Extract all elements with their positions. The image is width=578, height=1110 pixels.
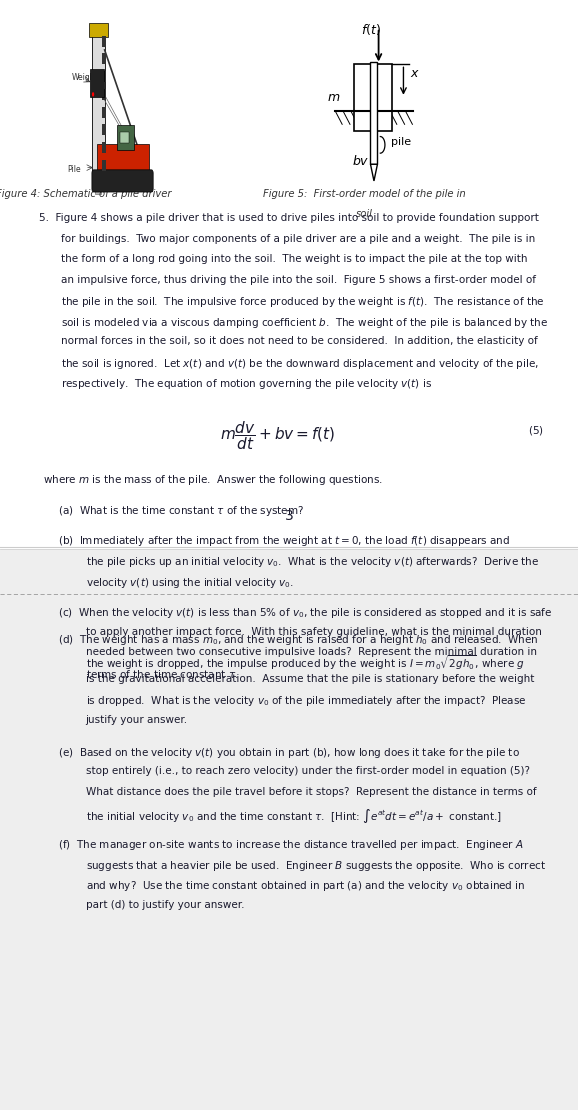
Bar <box>0 549 578 1110</box>
Text: velocity $v(t)$ using the initial velocity $v_0$.: velocity $v(t)$ using the initial veloci… <box>86 575 294 589</box>
Bar <box>102 89 106 100</box>
Text: What distance does the pile travel before it stops?  Represent the distance in t: What distance does the pile travel befor… <box>86 787 536 797</box>
Text: 3: 3 <box>284 509 294 523</box>
Text: (d)  The weight has a mass $m_0$, and the weight is raised for a height $h_0$ an: (d) The weight has a mass $m_0$, and the… <box>58 633 538 647</box>
Text: 5.  Figure 4 shows a pile driver that is used to drive piles into soil to provid: 5. Figure 4 shows a pile driver that is … <box>39 213 539 223</box>
Text: soil is modeled via a viscous damping coefficient $b$.  The weight of the pile i: soil is modeled via a viscous damping co… <box>61 315 548 330</box>
Text: where $m$ is the mass of the pile.  Answer the following questions.: where $m$ is the mass of the pile. Answe… <box>43 473 383 487</box>
Text: (c)  When the velocity $v(t)$ is less than 5% of $v_0$, the pile is considered a: (c) When the velocity $v(t)$ is less tha… <box>58 606 552 620</box>
Text: Weight: Weight <box>72 73 98 82</box>
Bar <box>97 144 149 172</box>
Text: $bv$: $bv$ <box>352 154 369 168</box>
Bar <box>102 71 106 82</box>
Bar <box>102 142 106 153</box>
Text: to apply another impact force.  With this safety guideline, what is the minimal : to apply another impact force. With this… <box>86 627 542 637</box>
Bar <box>90 69 104 98</box>
Text: $x$: $x$ <box>410 67 420 80</box>
Text: normal forces in the soil, so it does not need to be considered.  In addition, t: normal forces in the soil, so it does no… <box>61 336 538 346</box>
Text: $(5)$: $(5)$ <box>528 424 543 437</box>
Bar <box>370 62 377 164</box>
Polygon shape <box>370 164 377 181</box>
Text: needed between two consecutive impulsive loads?  Represent the minimal duration : needed between two consecutive impulsive… <box>86 647 536 657</box>
Bar <box>102 160 106 171</box>
Text: the form of a long rod going into the soil.  The weight is to impact the pile at: the form of a long rod going into the so… <box>61 254 527 264</box>
Text: part (d) to justify your answer.: part (d) to justify your answer. <box>86 900 244 910</box>
Text: (b)  Immediately after the impact from the weight at $t = 0$, the load $f(t)$ di: (b) Immediately after the impact from th… <box>58 534 510 548</box>
Bar <box>92 28 105 189</box>
Text: terms of the time constant $\tau$.: terms of the time constant $\tau$. <box>86 668 238 680</box>
FancyBboxPatch shape <box>92 170 153 192</box>
Text: soil: soil <box>355 209 373 219</box>
Text: Pile: Pile <box>68 165 81 174</box>
Text: and why?  Use the time constant obtained in part (a) and the velocity $v_0$ obta: and why? Use the time constant obtained … <box>86 879 525 894</box>
Text: the weight is dropped, the impulse produced by the weight is $I = m_0\sqrt{2gh_0: the weight is dropped, the impulse produ… <box>86 653 525 672</box>
Bar <box>102 53 106 64</box>
Text: suggests that a heavier pile be used.  Engineer $B$ suggests the opposite.  Who : suggests that a heavier pile be used. En… <box>86 859 546 872</box>
Text: the initial velocity $v_0$ and the time constant $\tau$.  [Hint: $\int e^{at}dt : the initial velocity $v_0$ and the time … <box>86 807 502 825</box>
Text: the pile picks up an initial velocity $v_0$.  What is the velocity $v(t)$ afterw: the pile picks up an initial velocity $v… <box>86 555 539 569</box>
Text: (f)  The manager on-site wants to increase the distance travelled per impact.  E: (f) The manager on-site wants to increas… <box>58 838 524 852</box>
Bar <box>95 170 101 194</box>
Text: $m$: $m$ <box>327 91 340 104</box>
Text: $f(t)$: $f(t)$ <box>361 22 381 38</box>
Text: is the gravitational acceleration.  Assume that the pile is stationary before th: is the gravitational acceleration. Assum… <box>86 674 534 684</box>
Bar <box>102 107 106 118</box>
Text: Figure 4: Schematic of a pile driver: Figure 4: Schematic of a pile driver <box>0 189 172 199</box>
Bar <box>354 64 392 131</box>
Text: is dropped.  What is the velocity $v_0$ of the pile immediately after the impact: is dropped. What is the velocity $v_0$ o… <box>86 695 526 708</box>
Bar <box>89 23 108 37</box>
Text: (a)  What is the time constant $\tau$ of the system?: (a) What is the time constant $\tau$ of … <box>58 504 304 517</box>
Text: stop entirely (i.e., to reach zero velocity) under the first-order model in equa: stop entirely (i.e., to reach zero veloc… <box>86 766 529 776</box>
Text: justify your answer.: justify your answer. <box>86 715 188 725</box>
Text: Figure 5:  First-order model of the pile in: Figure 5: First-order model of the pile … <box>263 189 465 199</box>
Bar <box>117 125 134 150</box>
Bar <box>120 132 129 143</box>
Text: respectively.  The equation of motion governing the pile velocity $v(t)$ is: respectively. The equation of motion gov… <box>61 377 432 392</box>
Text: the soil is ignored.  Let $x(t)$ and $v(t)$ be the downward displacement and vel: the soil is ignored. Let $x(t)$ and $v(t… <box>61 356 539 371</box>
Text: the pile in the soil.  The impulsive force produced by the weight is $f(t)$.  Th: the pile in the soil. The impulsive forc… <box>61 295 544 310</box>
Text: (e)  Based on the velocity $v(t)$ you obtain in part (b), how long does it take : (e) Based on the velocity $v(t)$ you obt… <box>58 746 520 759</box>
Circle shape <box>92 92 94 97</box>
Text: $m\dfrac{dv}{dt} + bv = f(t)$: $m\dfrac{dv}{dt} + bv = f(t)$ <box>220 420 335 453</box>
Text: pile: pile <box>391 137 411 148</box>
Text: an impulsive force, thus driving the pile into the soil.  Figure 5 shows a first: an impulsive force, thus driving the pil… <box>61 274 536 285</box>
Bar <box>102 124 106 135</box>
Bar <box>102 36 106 47</box>
Text: for buildings.  Two major components of a pile driver are a pile and a weight.  : for buildings. Two major components of a… <box>61 233 535 244</box>
